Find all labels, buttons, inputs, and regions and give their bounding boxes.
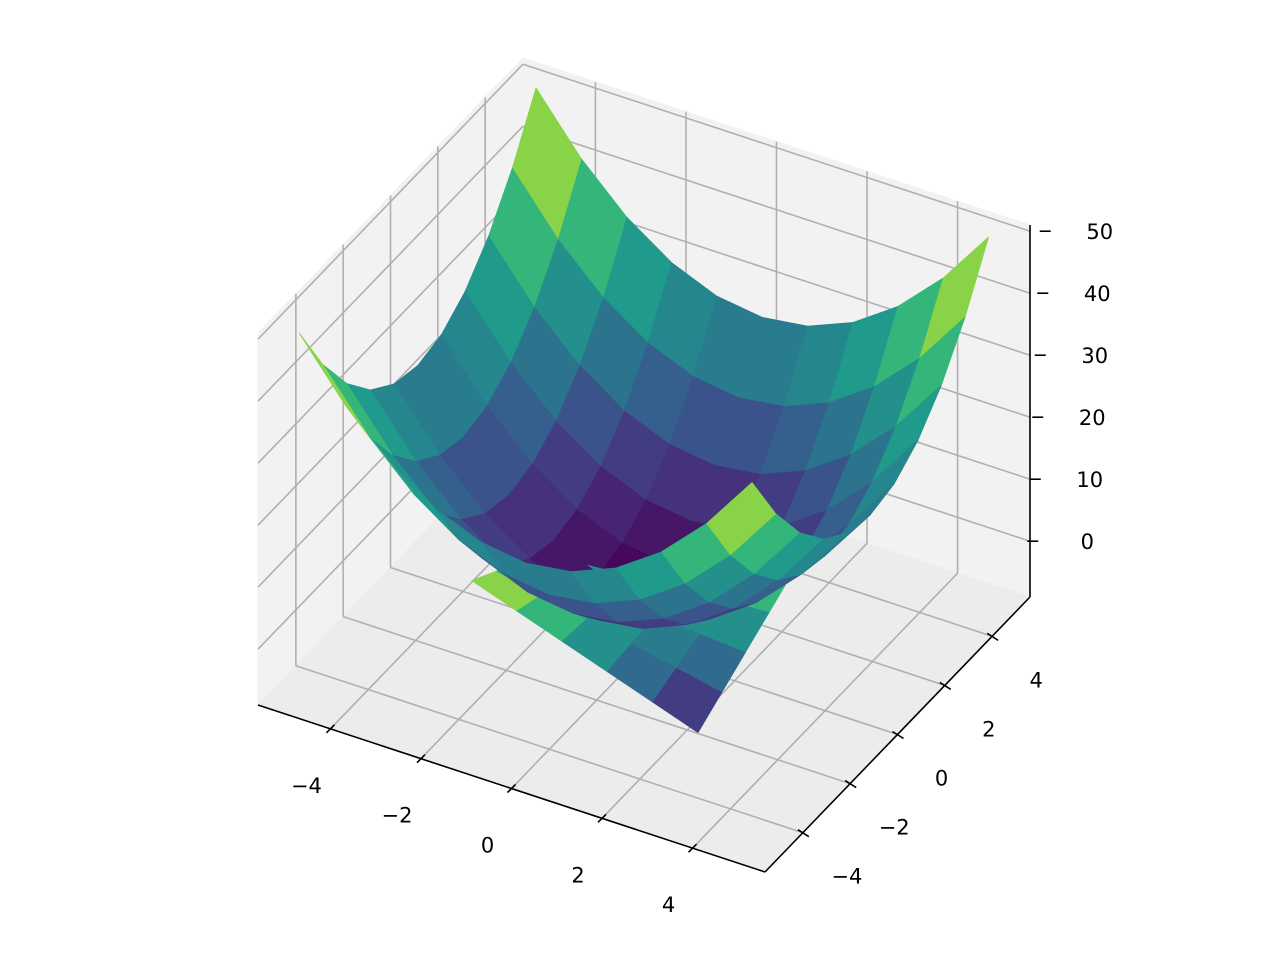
y-tick-label: 2 xyxy=(982,717,995,741)
x-tick xyxy=(506,783,517,794)
x-tick-label: 4 xyxy=(662,893,675,917)
y-tick-label: 4 xyxy=(1029,668,1042,692)
surface-patch xyxy=(652,667,723,733)
z-tick-label: 50 xyxy=(1086,220,1113,244)
x-tick-label: −2 xyxy=(381,804,412,828)
grid-line xyxy=(522,63,1031,232)
x-tick xyxy=(325,724,335,734)
grid-line xyxy=(342,615,851,785)
grid-line xyxy=(257,125,524,402)
x-tick xyxy=(416,754,426,764)
y-tick xyxy=(939,681,952,691)
y-tick xyxy=(797,829,810,838)
x-tick xyxy=(597,813,607,823)
grid-line xyxy=(257,63,524,340)
y-tick-label: −4 xyxy=(831,865,862,889)
x-tick-label: 2 xyxy=(571,863,584,887)
x-tick-label: −4 xyxy=(291,774,322,798)
grid-line xyxy=(257,187,524,464)
x-tick xyxy=(688,843,698,853)
y-tick xyxy=(986,632,999,641)
y-tick xyxy=(892,730,904,740)
surface-patch xyxy=(706,482,777,556)
z-tick-label: 0 xyxy=(1081,530,1094,554)
z-tick-label: 20 xyxy=(1079,406,1106,430)
surface-patch xyxy=(298,332,369,436)
z-tick-label: 10 xyxy=(1076,468,1103,492)
grid-line xyxy=(522,125,1031,294)
z-tick-label: 30 xyxy=(1081,344,1108,368)
y-tick-label: −2 xyxy=(879,816,910,840)
x-tick-label: 0 xyxy=(481,834,494,858)
z-tick-label: 40 xyxy=(1084,282,1111,306)
y-tick-label: 0 xyxy=(935,767,948,791)
grid-line xyxy=(295,664,804,834)
y-tick xyxy=(844,779,857,789)
